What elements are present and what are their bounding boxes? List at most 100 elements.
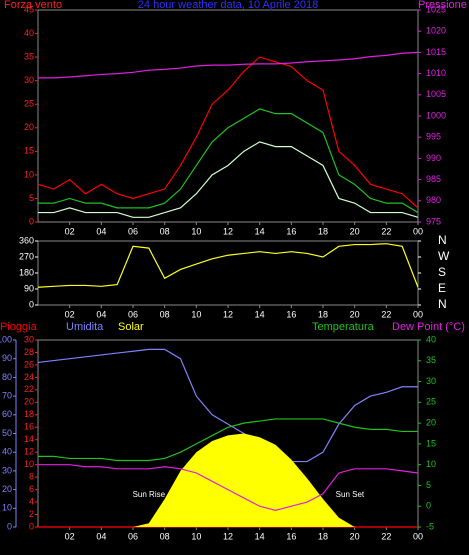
x-tick-label: 06 <box>128 531 138 541</box>
x-tick-label: 02 <box>65 531 75 541</box>
y3-tick-label: 6 <box>29 484 34 494</box>
y-tick-label: 90 <box>2 353 12 363</box>
y3-tick-label: 8 <box>29 472 34 482</box>
line <box>38 108 419 214</box>
y3-tick-label: 12 <box>24 447 34 457</box>
y-tick-label: 35 <box>24 51 34 61</box>
x-tick-label: 22 <box>381 226 391 236</box>
y-tick-label: 0 <box>29 216 34 226</box>
line <box>38 418 418 462</box>
y2-tick-label: 30 <box>426 376 436 386</box>
x-tick-label: 14 <box>255 226 265 236</box>
y-tick-label: 45 <box>24 4 34 14</box>
x-tick-label: 20 <box>350 531 360 541</box>
y-tick-label: 20 <box>24 122 34 132</box>
y3-tick-label: 22 <box>24 384 34 394</box>
x-tick-label: 06 <box>128 226 138 236</box>
x-tick-label: 00 <box>413 309 423 319</box>
x-tick-label: 02 <box>65 226 75 236</box>
y2-tick-label: E <box>438 281 446 295</box>
y2-tick-label: 0 <box>426 501 431 511</box>
y3-tick-label: 28 <box>24 347 34 357</box>
y-tick-label: 80 <box>2 372 12 382</box>
y-tick-label: 15 <box>24 146 34 156</box>
line <box>38 464 419 511</box>
y2-tick-label: 985 <box>426 174 441 184</box>
x-tick-label: 20 <box>350 309 360 319</box>
y3-tick-label: 14 <box>24 434 34 444</box>
y3-tick-label: 30 <box>24 334 34 344</box>
line <box>37 243 419 288</box>
plot-frame <box>37 240 419 306</box>
x-tick-label: 16 <box>286 226 296 236</box>
y2-tick-label: S <box>438 265 446 279</box>
x-tick-label: 18 <box>318 531 328 541</box>
y-tick-label: 270 <box>19 251 34 261</box>
y2-tick-label: 25 <box>426 397 436 407</box>
y-tick-label: 25 <box>24 99 34 109</box>
area <box>38 433 418 527</box>
y-tick-label: 100 <box>0 334 12 344</box>
y2-tick-label: W <box>438 249 450 263</box>
y-tick-label: 40 <box>24 28 34 38</box>
annotation: Sun Set <box>336 490 365 499</box>
x-tick-label: 14 <box>255 531 265 541</box>
y-tick-label: 30 <box>24 75 34 85</box>
y2-tick-label: 995 <box>426 132 441 142</box>
y3-tick-label: 24 <box>24 372 34 382</box>
y2-tick-label: 35 <box>426 355 436 365</box>
x-tick-label: 10 <box>191 309 201 319</box>
x-tick-label: 00 <box>413 226 423 236</box>
y3-tick-label: 26 <box>24 359 34 369</box>
x-tick-label: 18 <box>318 309 328 319</box>
x-tick-label: 10 <box>191 226 201 236</box>
y2-tick-label: 1025 <box>426 4 446 14</box>
annotation: Sun Rise <box>133 490 166 499</box>
x-tick-label: 18 <box>318 226 328 236</box>
y2-tick-label: 980 <box>426 195 441 205</box>
y2-axis-label: Pressione <box>418 0 467 11</box>
x-tick-label: 12 <box>223 309 233 319</box>
y2-tick-label: 20 <box>426 417 436 427</box>
y-tick-label: 180 <box>19 267 34 277</box>
y-tick-label: 40 <box>2 447 12 457</box>
y2-tick-label: 1010 <box>426 68 446 78</box>
y-tick-label: 5 <box>29 193 34 203</box>
x-tick-label: 08 <box>160 531 170 541</box>
y3-tick-label: 20 <box>24 397 34 407</box>
legend-label: Temperatura <box>312 321 375 333</box>
y2-tick-label: 990 <box>426 153 441 163</box>
y2-tick-label: 1005 <box>426 89 446 99</box>
line <box>38 141 419 218</box>
y3-tick-label: 0 <box>29 521 34 531</box>
x-tick-label: 16 <box>286 531 296 541</box>
y2-tick-label: 1020 <box>426 26 446 36</box>
y-tick-label: 0 <box>7 521 12 531</box>
y3-tick-label: 4 <box>29 496 34 506</box>
y2-tick-label: 1015 <box>426 47 446 57</box>
x-tick-label: 04 <box>96 309 106 319</box>
x-tick-label: 08 <box>160 309 170 319</box>
y2-tick-label: 975 <box>426 216 441 226</box>
y-tick-label: 60 <box>2 409 12 419</box>
x-tick-label: 00 <box>413 531 423 541</box>
legend-label: Solar <box>118 321 144 333</box>
y3-tick-label: 16 <box>24 422 34 432</box>
legend-label: Dew Point (°C) <box>392 321 465 333</box>
y2-tick-label: N <box>438 297 447 311</box>
y2-tick-label: 40 <box>426 334 436 344</box>
y2-tick-label: -5 <box>426 521 434 531</box>
x-tick-label: 14 <box>255 309 265 319</box>
x-tick-label: 02 <box>65 309 75 319</box>
line <box>37 56 419 209</box>
x-tick-label: 08 <box>160 226 170 236</box>
x-tick-label: 06 <box>128 309 138 319</box>
y-tick-label: 90 <box>24 283 34 293</box>
legend-label: Umidita <box>66 321 104 333</box>
x-tick-label: 10 <box>191 531 201 541</box>
x-tick-label: 16 <box>286 309 296 319</box>
y2-tick-label: 1000 <box>426 110 446 120</box>
y-tick-label: 360 <box>19 235 34 245</box>
